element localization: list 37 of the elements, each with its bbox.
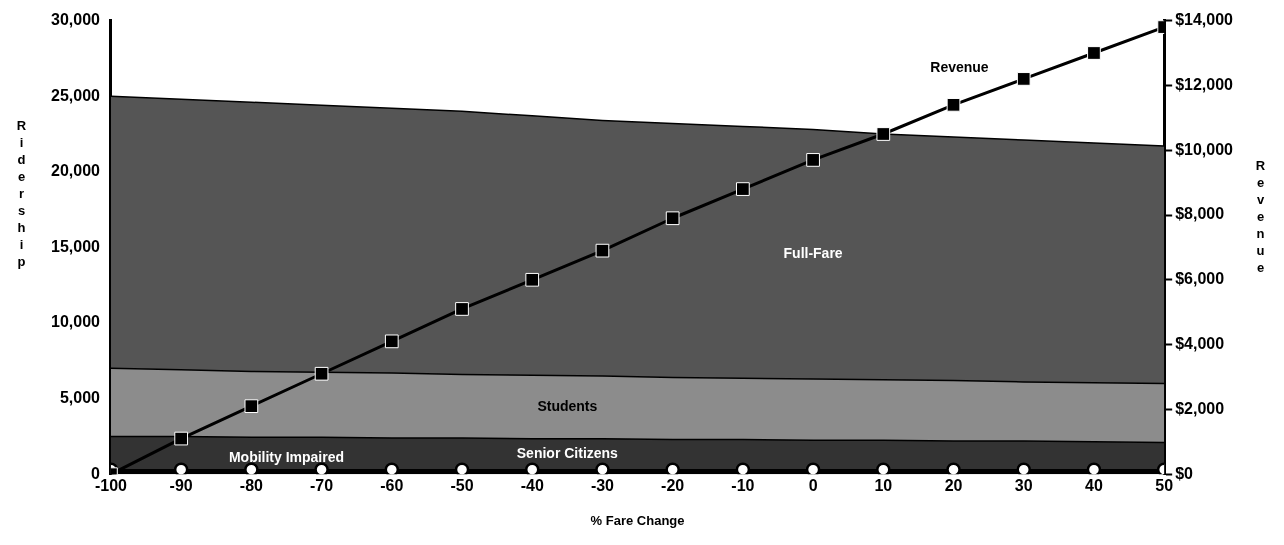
- x-tick-label: 20: [944, 477, 963, 495]
- x-tick-label: -60: [380, 477, 404, 495]
- y2-tick-label: $0: [1175, 464, 1194, 482]
- y2-tick-label: $2,000: [1175, 399, 1225, 417]
- y2-tick-label: $6,000: [1175, 270, 1225, 288]
- x-tick-label: -80: [239, 477, 264, 495]
- y-axis-title: Ridership: [14, 118, 29, 271]
- x-tick-label: 10: [874, 477, 893, 495]
- series-label: Revenue: [930, 58, 989, 75]
- y-tick-label: 30,000: [51, 11, 101, 29]
- x-tick-label: 40: [1085, 477, 1103, 495]
- y2-axis-title: Revenue: [1253, 158, 1268, 277]
- x-tick-label: -40: [520, 477, 544, 495]
- y-tick-label: 20,000: [51, 162, 101, 180]
- y2-tick-label: $12,000: [1175, 75, 1234, 93]
- x-tick-label: -70: [310, 477, 334, 495]
- series-label: Mobility Impaired: [228, 448, 345, 465]
- x-tick-label: -30: [590, 477, 615, 495]
- x-axis-title: % Fare Change: [590, 512, 685, 528]
- x-tick-label: -20: [661, 477, 685, 495]
- y2-tick-label: $14,000: [1175, 11, 1234, 29]
- series-label: Senior Citizens: [516, 445, 619, 462]
- x-tick-label: 50: [1155, 477, 1174, 495]
- y-tick-label: 15,000: [51, 237, 101, 255]
- series-label: Full-Fare: [783, 245, 843, 262]
- y2-tick-label: $4,000: [1175, 335, 1225, 353]
- x-tick-label: -90: [169, 477, 193, 495]
- x-tick-label: -50: [450, 477, 474, 495]
- x-tick-label: 30: [1014, 477, 1033, 495]
- x-tick-label: 0: [808, 477, 818, 495]
- y-tick-label: 5,000: [59, 389, 101, 407]
- x-tick-label: -10: [731, 477, 755, 495]
- y2-tick-label: $8,000: [1175, 205, 1225, 223]
- y-tick-label: 25,000: [51, 86, 101, 104]
- y-tick-label: 10,000: [51, 313, 101, 331]
- y2-tick-label: $10,000: [1175, 140, 1234, 158]
- series-label: Students: [537, 397, 598, 414]
